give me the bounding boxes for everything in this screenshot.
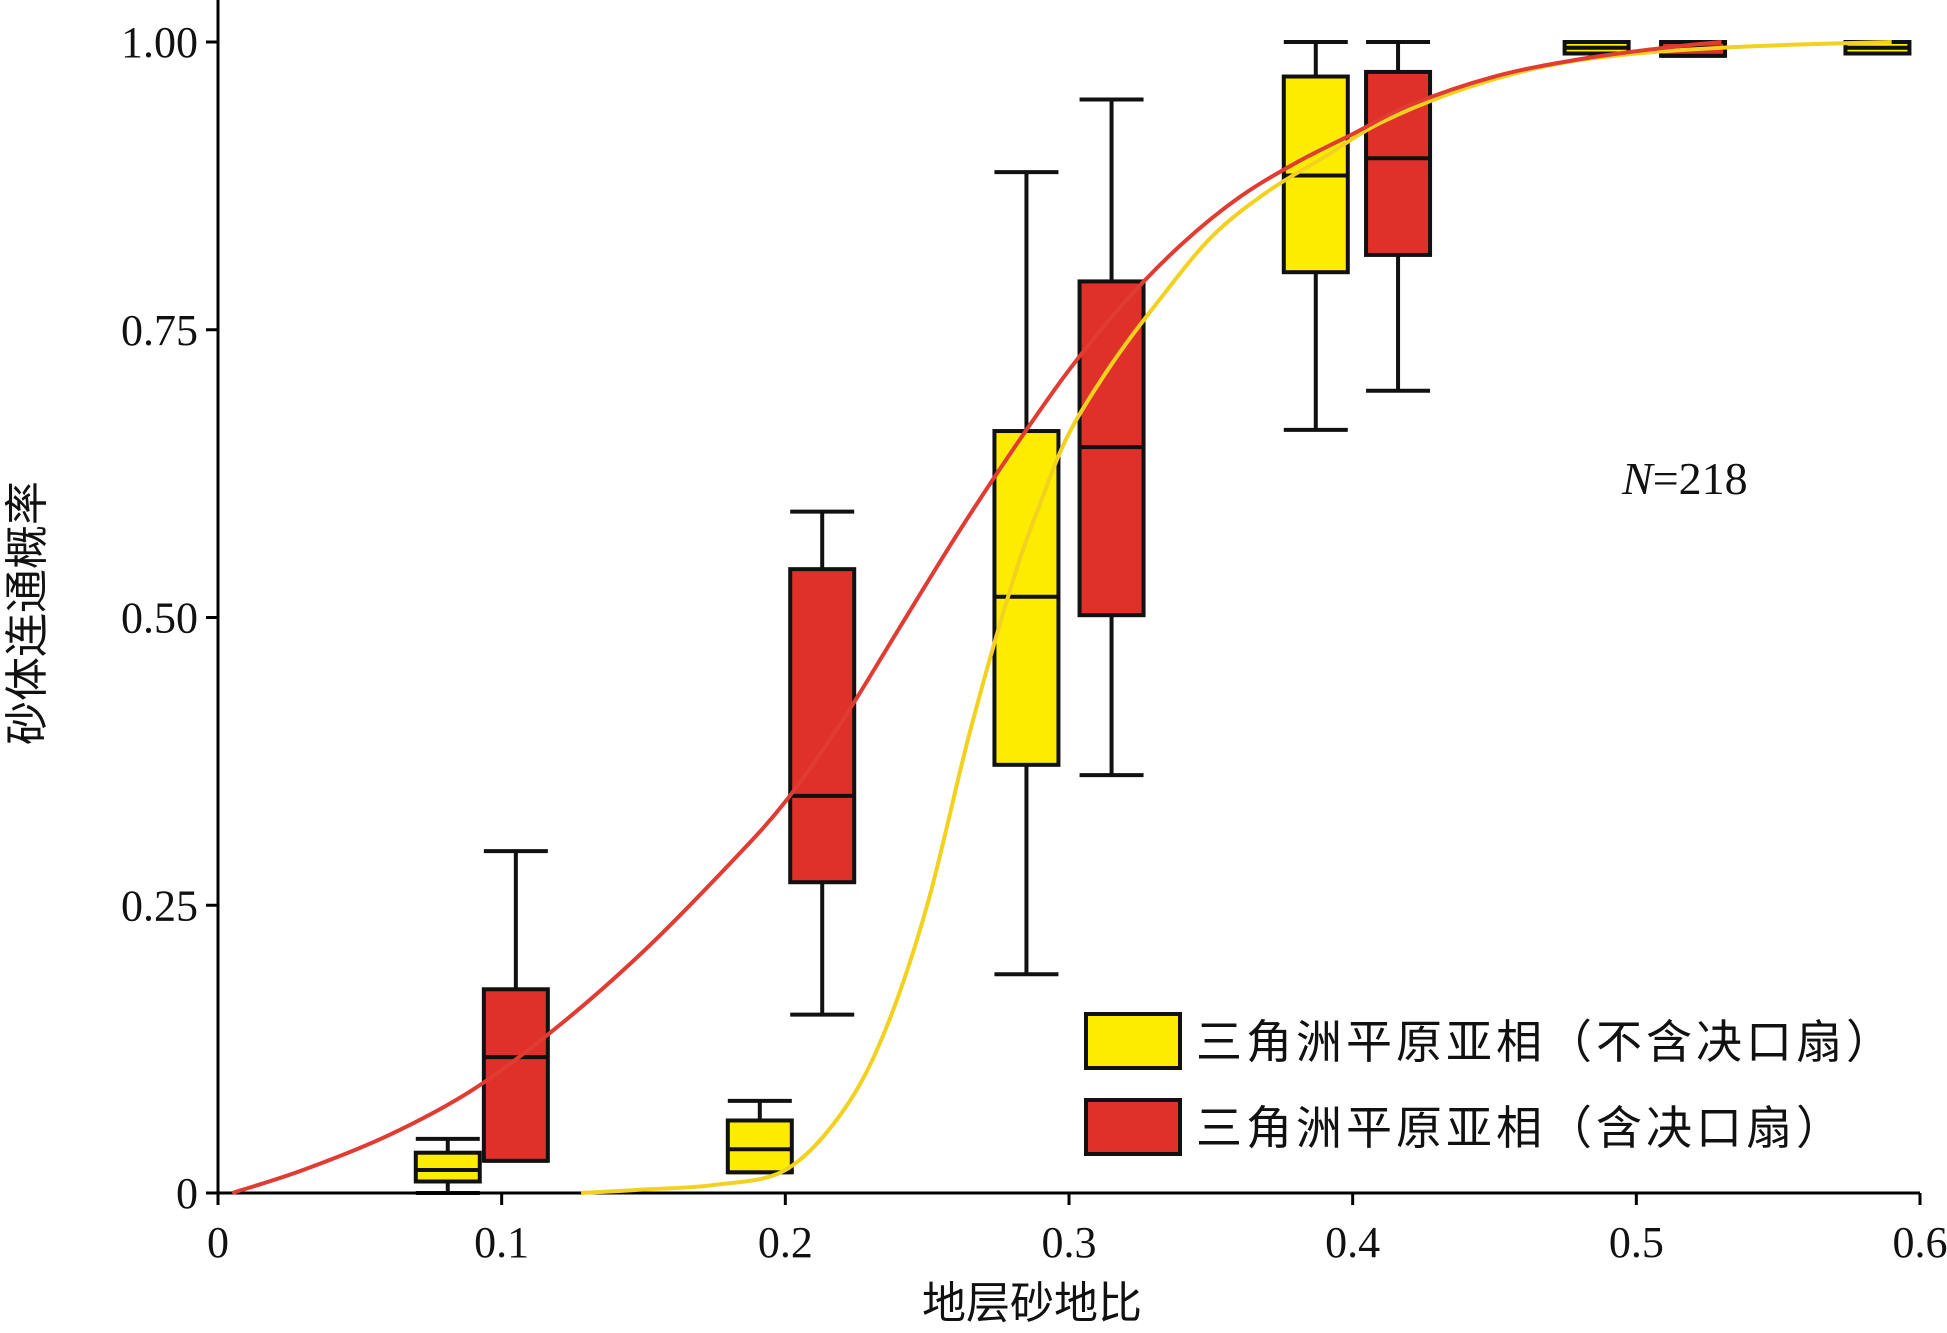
box-body [413,1150,482,1184]
x-tick-label: 0.6 [1893,1218,1947,1267]
x-tick-label: 0.3 [1042,1218,1097,1267]
box-no-fan [1281,40,1350,432]
box-no-fan [725,1098,794,1175]
y-tick-label: 0.75 [121,306,198,355]
box-no-fan [1562,40,1631,56]
x-axis-title: 地层砂地比 [922,1278,1142,1329]
box-body [725,1118,794,1175]
sample-count-annotation: N=218 [1621,453,1748,504]
box-body [788,567,857,885]
box-with-fan [1364,40,1433,393]
box-plots [413,40,1912,1195]
legend-label-with-fan: 三角洲平原亚相（含决口扇） [1196,1101,1846,1155]
box-with-fan [481,849,550,1163]
x-tick-label: 0.5 [1609,1218,1664,1267]
box-with-fan [788,509,857,1017]
legend: 三角洲平原亚相（不含决口扇） 三角洲平原亚相（含决口扇） [1084,1012,1896,1156]
x-tick-label: 0.1 [474,1218,529,1267]
fitted-curves [231,40,1892,1195]
y-tick-label: 0.25 [121,881,198,930]
x-tick-label: 0.2 [758,1218,813,1267]
box-no-fan [413,1136,482,1195]
y-tick-label: 1.00 [121,18,198,67]
axis-ticks: 0 0.1 0.2 0.3 0.4 0.5 0.6 0 0.25 0.50 0.75 1.00 [121,18,1947,1267]
x-tick-label: 0.4 [1325,1218,1380,1267]
sample-count-symbol: N [1621,453,1655,504]
legend-label-no-fan: 三角洲平原亚相（不含决口扇） [1196,1015,1896,1069]
sample-count-value: =218 [1653,453,1748,504]
curve-with-fan [231,40,1722,1195]
y-tick-label: 0 [176,1169,198,1218]
y-tick-label: 0.50 [121,594,198,643]
x-tick-label: 0 [207,1218,229,1267]
legend-swatch-with-fan [1084,1098,1182,1156]
box-with-fan [1077,97,1146,778]
legend-swatch-no-fan [1084,1012,1182,1070]
box-no-fan [992,170,1061,977]
y-axis-title: 砂体连通概率 [2,481,53,745]
